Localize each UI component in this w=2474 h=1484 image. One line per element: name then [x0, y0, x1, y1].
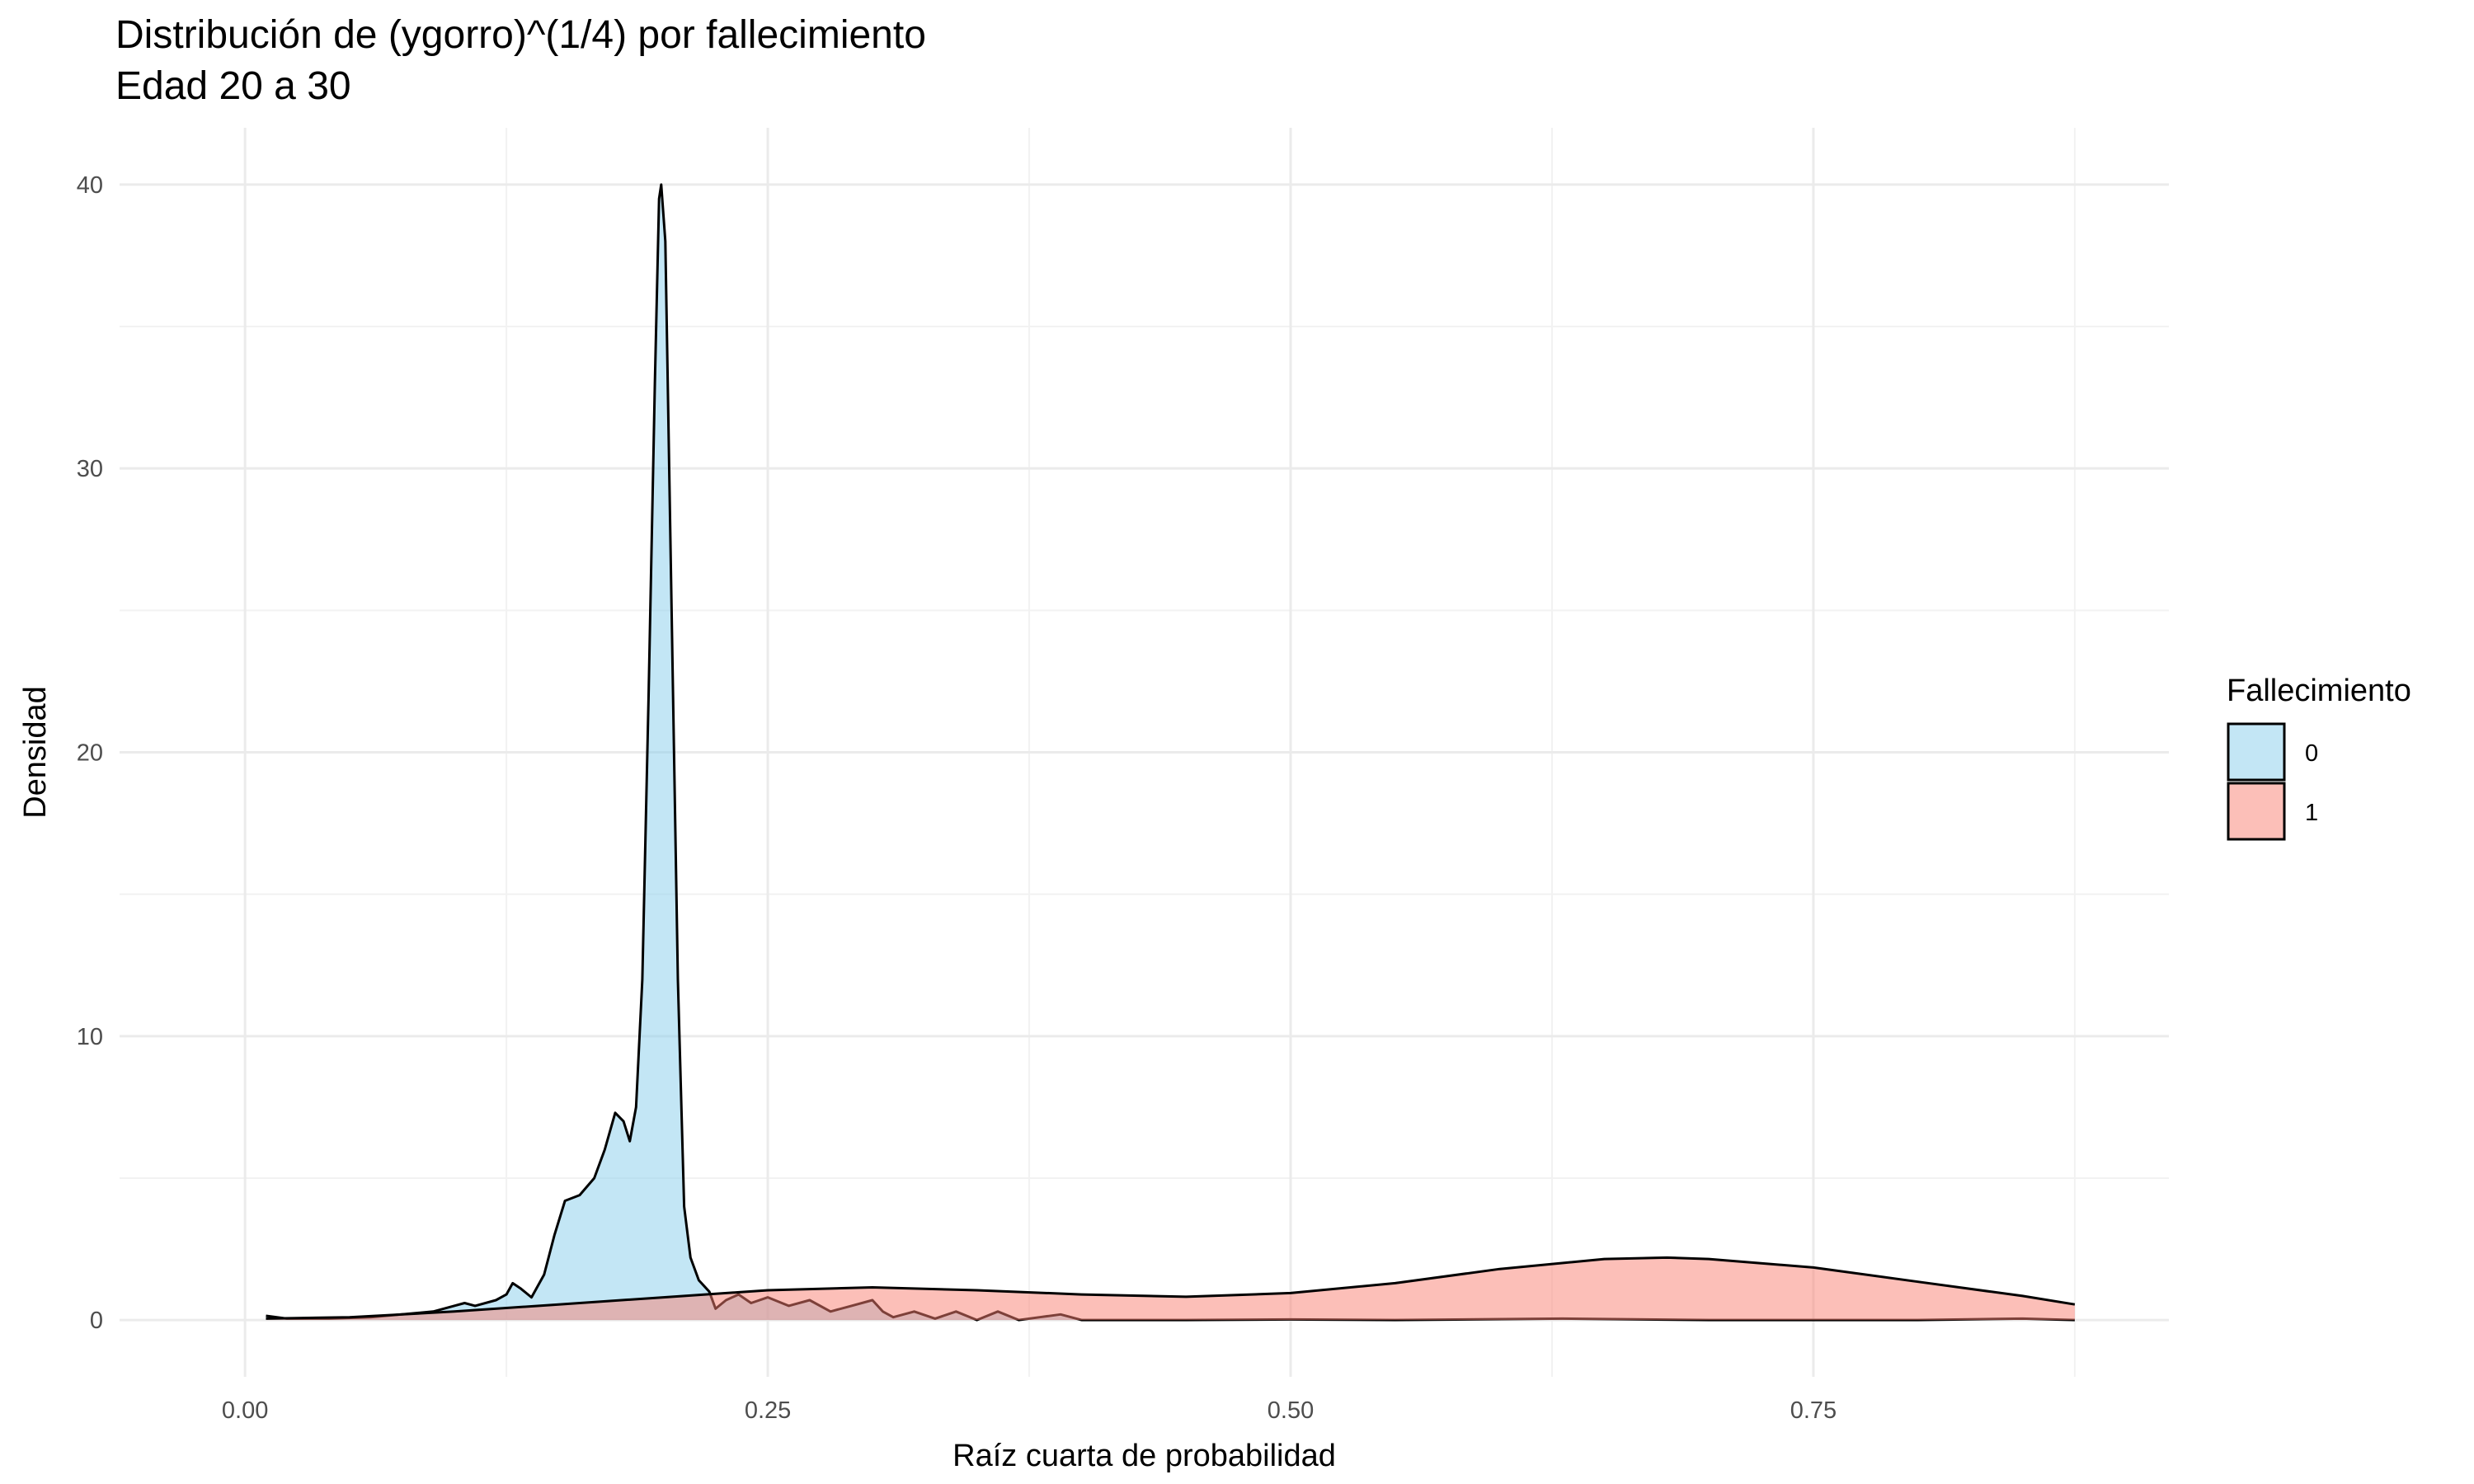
y-tick-label: 10 — [77, 1024, 103, 1050]
legend-title: Fallecimiento — [2227, 674, 2411, 708]
x-axis-title: Raíz cuarta de probabilidad — [952, 1439, 1336, 1473]
x-tick-label: 0.00 — [222, 1397, 268, 1424]
chart-title-block: Distribución de (ygorro)^(1/4) por falle… — [115, 10, 926, 112]
density-area-series-1 — [266, 1257, 2075, 1321]
chart-subtitle: Edad 20 a 30 — [115, 64, 351, 108]
y-tick-label: 40 — [77, 172, 103, 199]
grid — [120, 128, 2169, 1377]
density-line-series-1 — [266, 1256, 2076, 1320]
legend-label-1: 1 — [2305, 800, 2318, 826]
chart-title: Distribución de (ygorro)^(1/4) por falle… — [115, 13, 926, 57]
y-tick-label: 20 — [77, 740, 103, 767]
y-tick-label: 30 — [77, 456, 103, 482]
x-tick-label: 0.50 — [1268, 1397, 1314, 1424]
y-tick-label: 0 — [90, 1308, 103, 1334]
legend-key-1 — [2227, 782, 2286, 841]
legend-label-0: 0 — [2305, 740, 2318, 767]
x-tick-label: 0.25 — [745, 1397, 791, 1424]
series-areas — [266, 183, 2076, 1322]
x-tick-label: 0.75 — [1790, 1397, 1837, 1424]
legend-key-0 — [2227, 722, 2286, 782]
legend: Fallecimiento 0 1 — [2227, 674, 2411, 841]
axes: Raíz cuarta de probabilidad Densidad 0.0… — [18, 172, 1837, 1473]
y-axis-title: Densidad — [18, 686, 53, 819]
